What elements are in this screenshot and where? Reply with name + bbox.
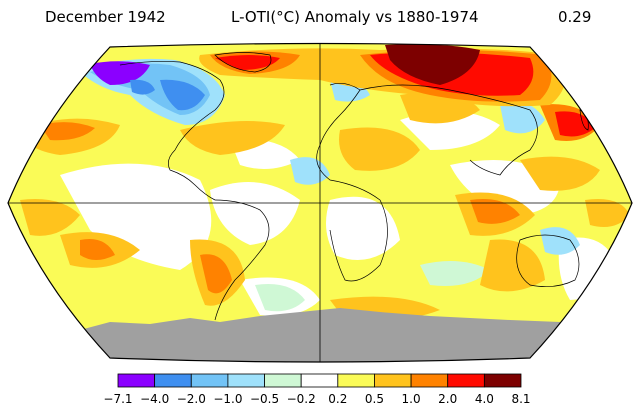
- legend-swatch: [154, 373, 192, 388]
- coast-australia: [516, 234, 580, 287]
- legend-tick-label: 0.5: [365, 392, 384, 406]
- coast-africa: [316, 83, 388, 282]
- legend-swatch: [190, 373, 229, 388]
- legend-tick-label: 1.0: [402, 392, 421, 406]
- coast-eurasia: [359, 84, 538, 176]
- map-date: December 1942: [45, 8, 166, 26]
- legend-swatch: [374, 373, 412, 388]
- field-cold-hudson: [160, 79, 205, 111]
- field-neutral-africa: [326, 196, 400, 260]
- legend-tick-label: 2.0: [438, 392, 457, 406]
- field-warm-siberia-darkred: [385, 44, 480, 85]
- field-neutral-tropical-pacific: [60, 163, 212, 270]
- legend-tick-label: −0.2: [287, 392, 316, 406]
- field-warm-east-pacific: [20, 199, 80, 236]
- coast-north-america: [119, 61, 225, 201]
- legend-tick-label: −2.0: [177, 392, 206, 406]
- legend-swatch: [410, 373, 449, 388]
- field-warm-central-pacific: [585, 199, 630, 228]
- coast-greenland: [214, 52, 272, 73]
- field-warm-us-east: [180, 121, 285, 155]
- field-cold-alaska: [90, 61, 150, 85]
- field-warm-argentina: [200, 254, 232, 294]
- legend-swatch: [264, 373, 302, 388]
- field-cool-australia: [540, 227, 580, 255]
- legend-tick-label: −0.5: [250, 392, 279, 406]
- legend-tick-label: 0.2: [328, 392, 347, 406]
- field-warm-west-australia: [480, 239, 545, 292]
- legend-swatch: [300, 373, 339, 388]
- legend-swatch: [447, 373, 485, 388]
- field-cold-canada: [130, 79, 155, 95]
- field-warm-indian-ocean-core: [470, 199, 520, 224]
- field-cool-china: [500, 102, 545, 134]
- field-neutral-amazon: [210, 182, 300, 245]
- field-warm-south-pacific-core: [80, 239, 115, 260]
- legend-swatch: [483, 373, 522, 388]
- field-cool-south-indian: [420, 261, 490, 286]
- legend-tick-label: −1.0: [213, 392, 242, 406]
- global-mean-value: 0.29: [558, 8, 592, 26]
- legend-swatch: [117, 373, 156, 388]
- legend-tick-label: −4.0: [140, 392, 169, 406]
- field-warm-north-pacific-core: [40, 122, 95, 141]
- legend-swatch: [337, 373, 375, 388]
- field-warm-greenland-red: [215, 55, 280, 70]
- legend-tick-label: −7.1: [103, 392, 132, 406]
- field-warm-north-africa: [339, 127, 420, 171]
- field-warm-japan-core: [555, 111, 595, 137]
- legend-tick-label: 4.0: [475, 392, 494, 406]
- legend-swatch: [227, 373, 265, 388]
- field-cool-south-atlantic: [255, 284, 305, 312]
- map-title: L-OTI(°C) Anomaly vs 1880-1974: [231, 8, 479, 26]
- coast-south-america: [214, 199, 270, 321]
- field-warm-west-pacific: [520, 156, 600, 191]
- globe-outline: [7, 42, 633, 363]
- legend-tick-label: 8.1: [511, 392, 530, 406]
- coastlines: [119, 52, 589, 321]
